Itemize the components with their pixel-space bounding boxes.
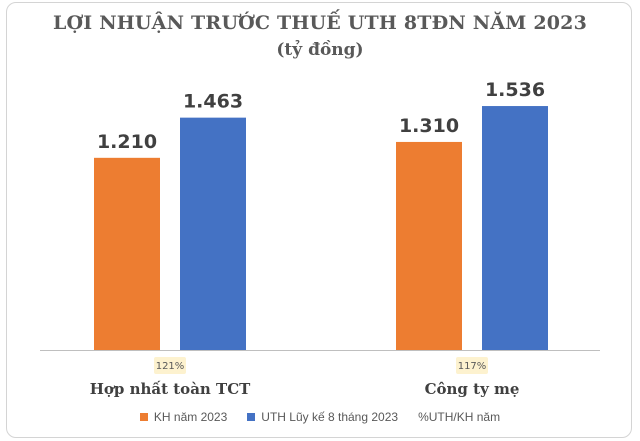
legend-item-ratio: %UTH/KH năm (418, 410, 500, 424)
chart-legend: KH năm 2023 UTH Lũy kế 8 tháng 2023 %UTH… (0, 410, 640, 424)
ratio-label-0: 121% (156, 361, 185, 372)
legend-swatch-uth (247, 413, 256, 421)
legend-label-ratio: %UTH/KH năm (418, 410, 501, 424)
data-label-uth-1: 1.536 (485, 79, 545, 101)
bar-uth-1 (482, 106, 548, 350)
chart-subtitle: (tỷ đồng) (276, 40, 364, 60)
chart-title: LỢI NHUẬN TRƯỚC THUẾ UTH 8TĐN NĂM 2023 (52, 12, 588, 34)
data-label-uth-0: 1.463 (183, 91, 243, 113)
category-label-0: Hợp nhất toàn TCT (90, 380, 251, 398)
bar-uth-0 (180, 117, 246, 350)
legend-item-kh: KH năm 2023 (139, 410, 228, 424)
ratio-label-1: 117% (458, 361, 487, 372)
legend-label-uth: UTH Lũy kế 8 tháng 2023 (261, 410, 399, 424)
legend-label-kh: KH năm 2023 (153, 410, 228, 424)
bar-kh-0 (94, 157, 160, 350)
legend-item-uth: UTH Lũy kế 8 tháng 2023 (247, 410, 398, 424)
category-label-1: Công ty mẹ (425, 380, 520, 398)
ratio-badge-0 (154, 357, 186, 374)
legend-swatch-kh (139, 413, 148, 421)
bar-kh-1 (396, 141, 462, 350)
data-label-kh-1: 1.310 (399, 115, 459, 137)
ratio-badge-1 (456, 357, 488, 374)
data-label-kh-0: 1.210 (97, 131, 157, 153)
